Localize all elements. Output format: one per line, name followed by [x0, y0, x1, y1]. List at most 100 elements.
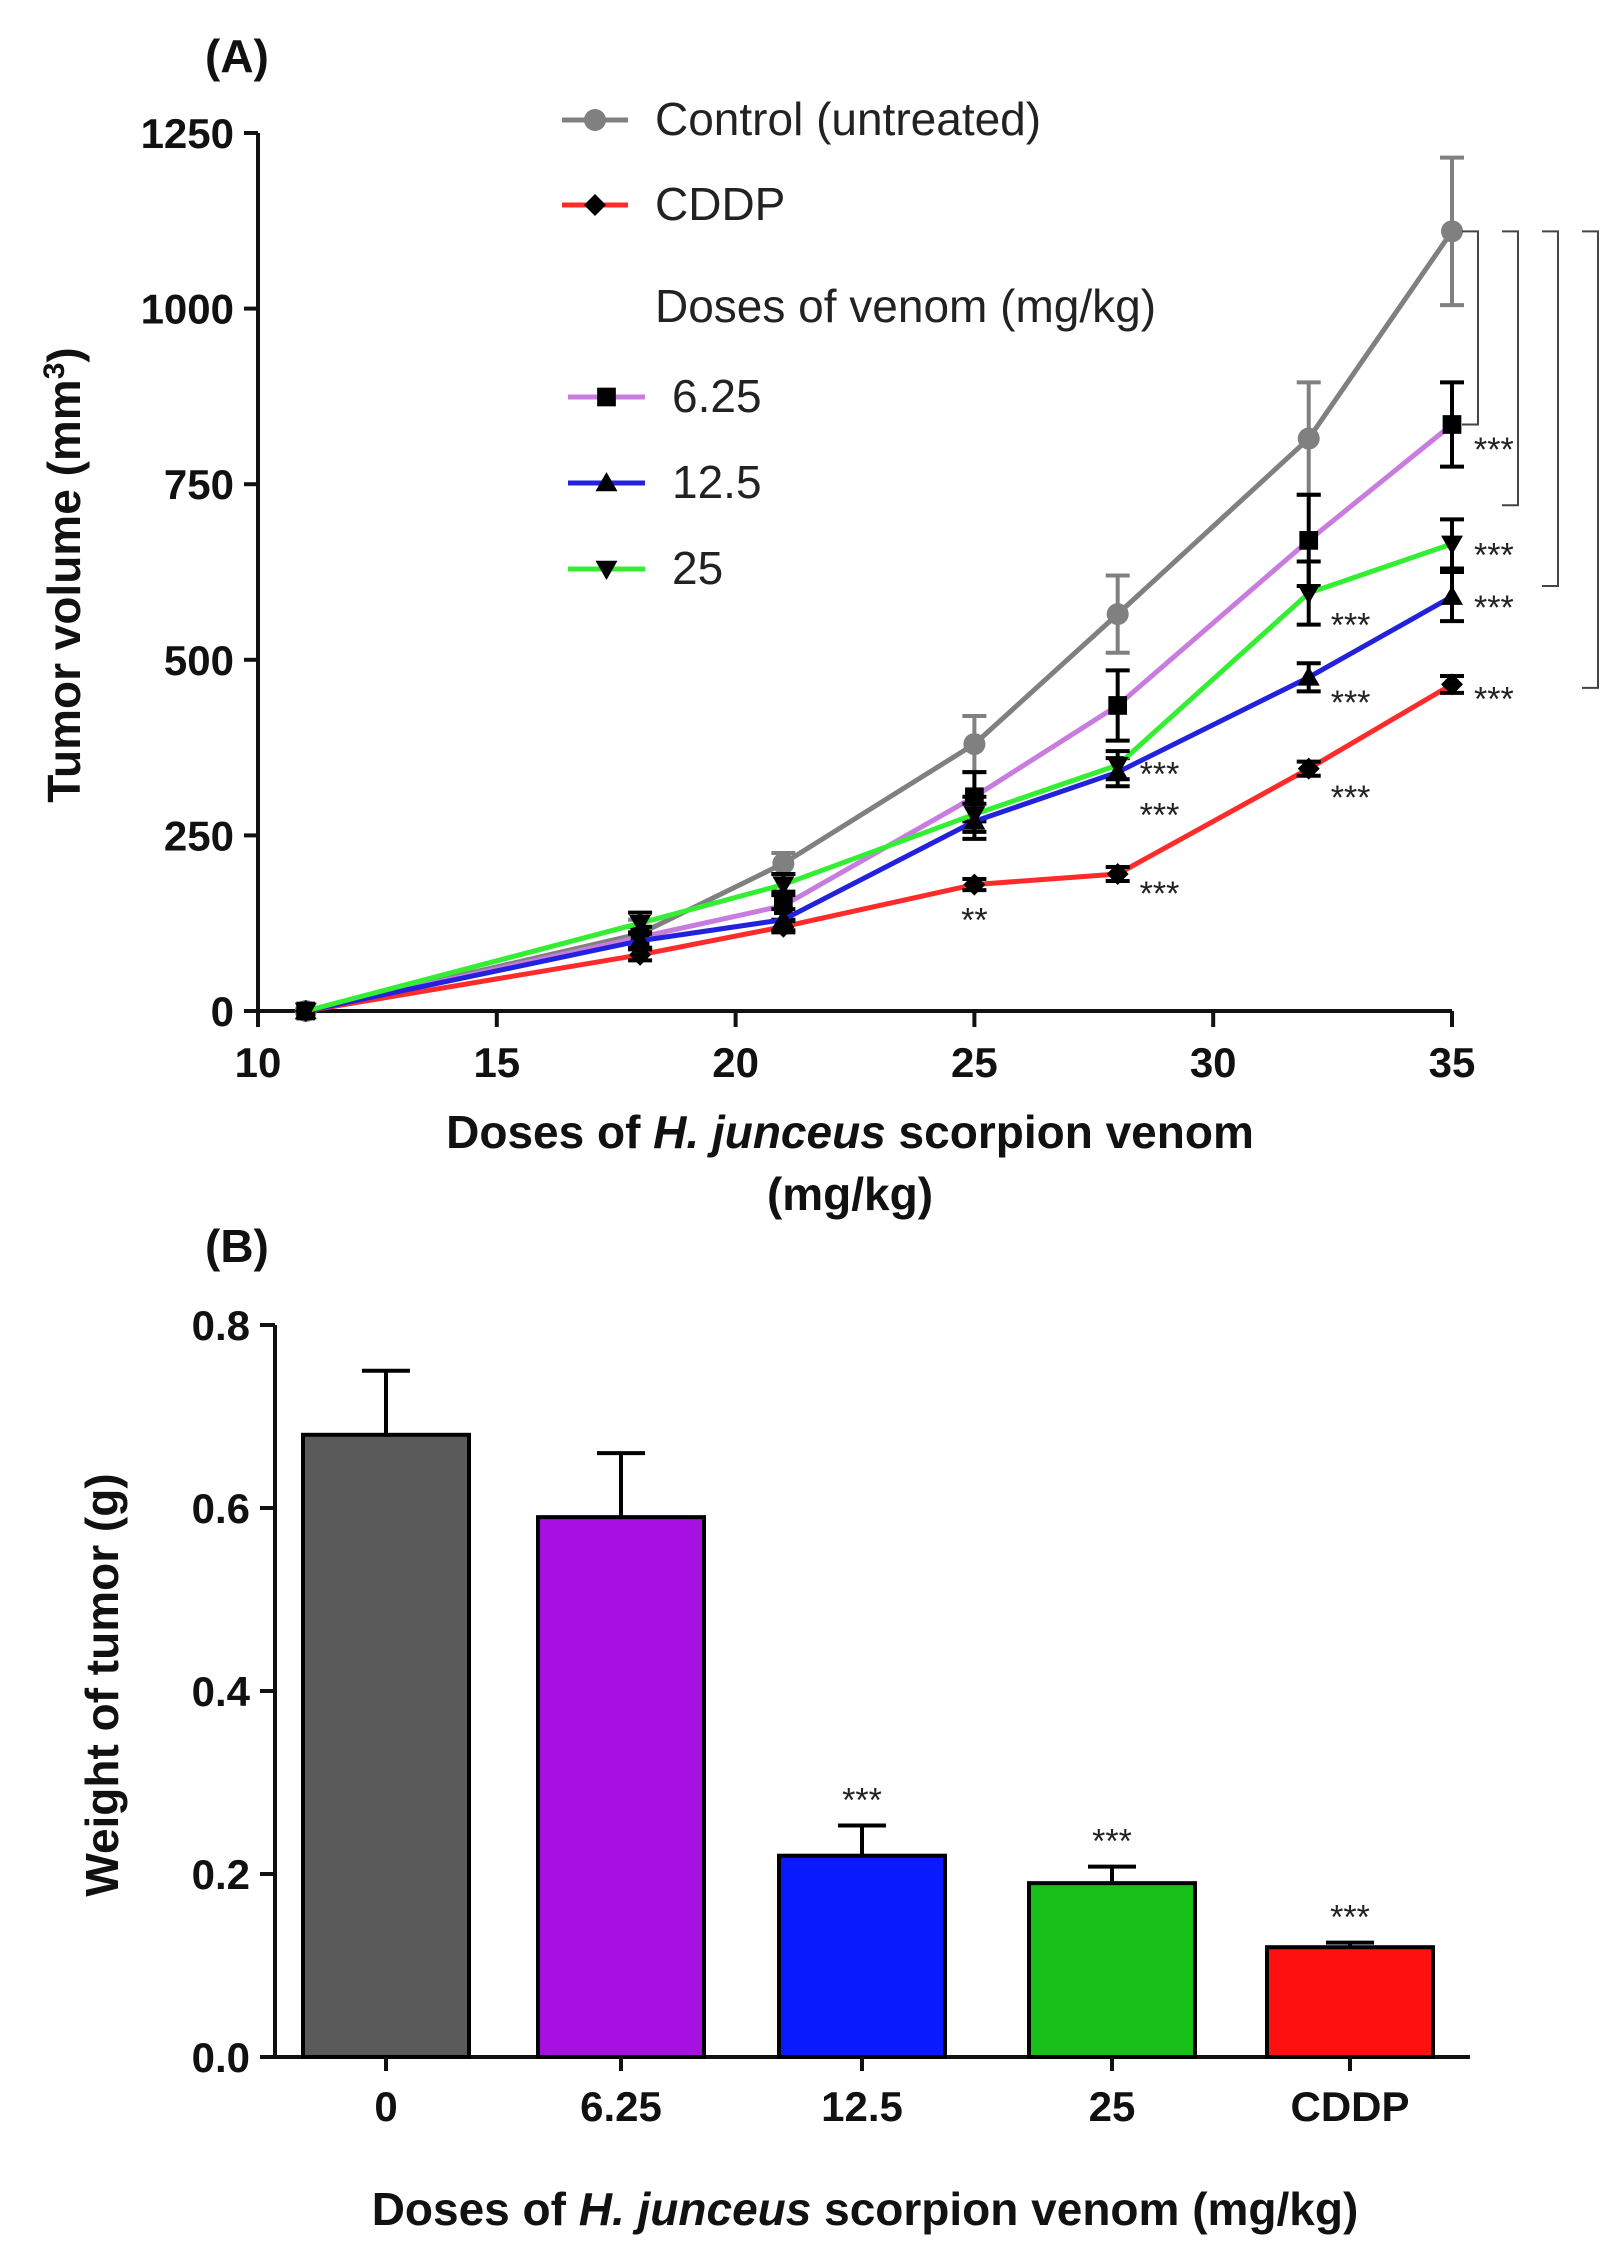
data-point-25: [629, 914, 652, 935]
panel-a-x-tick-label: 15: [473, 1039, 520, 1086]
panel-a-x-ticks: 10 15 20 25 30 35: [235, 1011, 1476, 1086]
panel-a-xlabel-part: Doses of: [446, 1106, 653, 1158]
data-point-12-5: [1441, 585, 1463, 605]
data-point-25: [1106, 756, 1129, 777]
panel-a-x-tick-label: 20: [712, 1039, 759, 1086]
data-point-6-25: [1299, 531, 1319, 550]
data-point-6-25: [1108, 696, 1128, 715]
significance-bracket: [1462, 230, 1479, 426]
significance-annotation: ***: [1331, 607, 1371, 645]
panel-a-y-tick-label: 1250: [141, 110, 234, 157]
legend-heading: Doses of venom (mg/kg): [655, 280, 1156, 332]
panel-b-x-ticks: 0 6.25 12.5 25 CDDP: [374, 2057, 1410, 2130]
panel-a-x-axis-title-line2: (mg/kg): [767, 1168, 933, 1220]
bar-cddp: [1265, 1945, 1435, 2059]
legend-label-25: 25: [672, 542, 723, 594]
data-point-25: [1441, 535, 1463, 555]
panel-a-y-tick-label: 1000: [141, 286, 234, 333]
significance-annotation: ***: [1331, 684, 1371, 722]
legend-label-control: Control (untreated): [655, 93, 1041, 145]
panel-b-y-ticks: 0.0 0.2 0.4 0.6 0.8: [192, 1302, 275, 2081]
legend-entry-25: 25: [568, 542, 723, 594]
bar-group-25: ***: [1027, 1823, 1197, 2060]
legend-entry-6-25: 6.25: [568, 370, 762, 422]
data-point-25: [772, 876, 795, 896]
data-point-control-untreated: [1106, 603, 1129, 626]
legend-marker-control: [562, 109, 628, 131]
panel-a-xlabel-part: H. junceus: [653, 1106, 886, 1158]
panel-b-xlabel-part: scorpion venom (mg/kg): [811, 2183, 1358, 2235]
legend-symbol: [584, 194, 606, 216]
panel-b-x-tick-label: 0: [374, 2083, 397, 2130]
legend-marker-cddp: [562, 194, 628, 216]
panel-a-series: [294, 155, 1464, 1022]
legend-entry-cddp: CDDP: [562, 178, 785, 230]
panel-a-ylabel-superscript: 3: [38, 363, 71, 380]
data-point-cddp: [1297, 757, 1320, 780]
panel-b-x-axis-title: Doses of H. junceus scorpion venom (mg/k…: [372, 2183, 1359, 2235]
data-point-12-5: [1297, 666, 1320, 686]
data-point-12-5: [629, 929, 652, 950]
significance-annotation: ***: [1474, 431, 1514, 469]
bar-group-6-25: [536, 1451, 706, 2059]
significance-annotation: ***: [1140, 796, 1180, 834]
data-point-cddp: [963, 873, 986, 896]
bar-group-cddp: ***: [1265, 1899, 1435, 2059]
bar-group-12-5: ***: [777, 1782, 947, 2059]
panel-b-x-tick-label: 12.5: [821, 2083, 903, 2130]
significance-annotation: ***: [1140, 875, 1180, 913]
panel-b-y-tick-label: 0.4: [192, 1668, 251, 1715]
panel-a-y-axis-title: Tumor volume (mm3): [38, 347, 90, 802]
panel-a-x-tick-label: 35: [1429, 1039, 1476, 1086]
legend-marker-6-25: [568, 387, 645, 407]
significance-annotation: ***: [1474, 536, 1514, 574]
data-point-control-untreated: [963, 733, 986, 756]
panel-a-label: (A): [205, 30, 269, 82]
panel-a-y-tick-label: 500: [164, 637, 234, 684]
legend-label-6-25: 6.25: [672, 370, 762, 422]
legend-symbol: [597, 387, 616, 407]
legend-entry-12-5: 12.5: [568, 456, 762, 508]
panel-a-ylabel-text: Tumor volume (mm: [38, 379, 90, 802]
legend-symbol: [584, 109, 606, 131]
data-point-cddp: [1106, 863, 1129, 886]
bar-12-5: [777, 1853, 947, 2059]
panel-a-x-tick-label: 25: [951, 1039, 998, 1086]
legend-symbol: [595, 472, 618, 492]
significance-annotation: ***: [1092, 1823, 1132, 1861]
panel-b-bar-chart: (B) 0.0 0.2 0.4 0.6 0.8 *** *** *** 0 6.25 12.5 2…: [76, 1220, 1470, 2235]
significance-annotation: ***: [842, 1782, 882, 1820]
data-point-25: [963, 806, 986, 826]
series-25: [294, 517, 1464, 1022]
significance-bracket: [1542, 230, 1559, 588]
legend-entry-control: Control (untreated): [562, 93, 1041, 145]
significance-annotation: ***: [1474, 680, 1514, 718]
bar-group-0: [301, 1368, 471, 2060]
panel-b-x-tick-label: 25: [1089, 2083, 1136, 2130]
panel-a-y-tick-label: 0: [211, 988, 234, 1035]
panel-a-legend: Control (untreated) CDDP Doses of venom …: [562, 93, 1156, 594]
panel-a-ylabel-close: ): [38, 347, 90, 362]
panel-b-label: (B): [205, 1220, 269, 1272]
legend-marker-25: [568, 560, 645, 580]
data-point-25: [294, 1002, 317, 1022]
series-cddp: [294, 673, 1464, 1022]
data-point-control-untreated: [1297, 427, 1320, 450]
significance-bracket: [1502, 230, 1519, 507]
panel-a-brackets: [1462, 230, 1599, 689]
panel-a-line-chart: (A) 0 250 500 750 1000 1250 10 15 20 25 30 35 Tumo…: [38, 30, 1599, 1220]
significance-annotation: ***: [1474, 589, 1514, 627]
panel-a-xlabel-part: scorpion venom: [886, 1106, 1254, 1158]
panel-a-y-tick-label: 750: [164, 461, 234, 508]
significance-annotation: ***: [1330, 1899, 1370, 1937]
data-point-control-untreated: [772, 852, 795, 875]
data-point-cddp: [1441, 673, 1463, 696]
legend-marker-12-5: [568, 472, 645, 492]
significance-annotation: ***: [1331, 779, 1371, 817]
panel-b-bars: *** *** ***: [301, 1368, 1435, 2060]
legend-label-cddp: CDDP: [655, 178, 785, 230]
panel-b-xlabel-part: Doses of: [372, 2183, 579, 2235]
panel-b-x-tick-label: 6.25: [580, 2083, 662, 2130]
panel-a-x-axis-title: Doses of H. junceus scorpion venom: [446, 1106, 1254, 1158]
